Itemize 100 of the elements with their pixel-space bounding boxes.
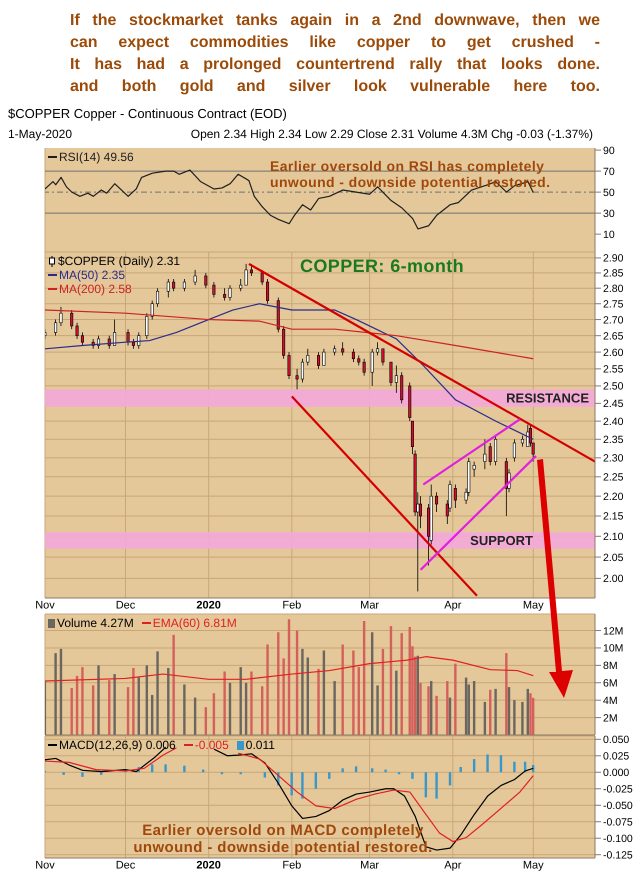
legend-label: $COPPER (Daily) 2.31 xyxy=(57,254,180,268)
line-series xyxy=(45,656,534,682)
bar xyxy=(132,668,135,735)
bar xyxy=(277,632,280,735)
y-tick-label: 6M xyxy=(603,677,618,690)
x-tick-label: Nov xyxy=(35,859,56,872)
y-tick-label: -0.075 xyxy=(603,816,633,828)
bar xyxy=(108,680,110,735)
bar xyxy=(460,766,462,772)
candlestick xyxy=(333,345,336,356)
y-tick-label: 2.20 xyxy=(603,490,624,503)
candlestick xyxy=(317,352,320,370)
candlestick xyxy=(322,348,326,366)
candlestick xyxy=(212,282,216,298)
candlestick xyxy=(228,284,232,301)
bar xyxy=(164,764,167,772)
y-tick-label: 2.85 xyxy=(603,268,624,280)
bar xyxy=(202,770,204,772)
x-tick-label: Feb xyxy=(282,599,302,612)
legend-label: Volume 4.27M xyxy=(56,616,134,630)
candlestick xyxy=(341,342,344,356)
y-tick-label: 2.05 xyxy=(603,552,624,564)
candlestick xyxy=(370,348,374,386)
bar xyxy=(250,671,253,735)
legend-label: MA(200) 2.58 xyxy=(58,282,133,296)
bar xyxy=(264,772,266,778)
bar xyxy=(400,633,403,735)
bar xyxy=(472,681,476,735)
candlestick xyxy=(381,348,384,366)
bar xyxy=(526,688,529,735)
bar xyxy=(446,681,449,735)
bar xyxy=(416,656,419,735)
y-tick-label: 2.75 xyxy=(603,298,624,310)
bar xyxy=(183,684,186,735)
candlestick xyxy=(250,263,253,276)
y-tick-label: 0.000 xyxy=(603,767,630,779)
bar xyxy=(167,668,170,735)
candlestick xyxy=(223,288,226,301)
legend-label: MA(50) 2.35 xyxy=(58,268,126,282)
y-tick-label: 2.70 xyxy=(603,314,624,326)
bar xyxy=(411,772,414,779)
candlestick xyxy=(389,362,392,386)
legend-label: MACD(12,26,9) 0.006 xyxy=(58,738,176,752)
y-tick-label: 2.65 xyxy=(603,330,624,342)
candlestick xyxy=(512,438,516,462)
bar xyxy=(260,686,264,735)
y-tick-label: 10 xyxy=(603,228,615,241)
candlestick xyxy=(204,272,208,289)
candlestick xyxy=(137,332,140,350)
candlestick xyxy=(266,278,270,304)
bar xyxy=(183,766,186,772)
bar xyxy=(194,698,196,735)
y-tick-label: 2.35 xyxy=(603,434,624,446)
bar xyxy=(376,685,379,735)
chart-subtitle: $COPPER Copper - Continuous Contract (EOD) xyxy=(8,106,287,121)
bar xyxy=(489,690,492,735)
candlestick xyxy=(182,278,186,292)
text: 1-May-2020 xyxy=(8,127,72,141)
legend-label: 0.011 xyxy=(244,738,275,752)
y-tick-label: 2.50 xyxy=(603,380,624,393)
candlestick xyxy=(76,322,79,340)
candlestick xyxy=(483,438,486,470)
y-tick-label: -0.050 xyxy=(603,800,633,812)
candlestick xyxy=(172,278,176,292)
y-tick-label: 0.050 xyxy=(603,734,630,746)
bar xyxy=(290,772,293,796)
bar xyxy=(513,762,516,772)
x-tick-label: 2020 xyxy=(196,859,221,872)
candlestick xyxy=(166,278,170,298)
bar xyxy=(382,648,384,735)
candlestick xyxy=(488,442,492,466)
bar xyxy=(532,765,534,772)
candlestick xyxy=(435,492,438,512)
bar xyxy=(505,653,508,735)
y-tick-label: 70 xyxy=(603,166,615,178)
candlestick xyxy=(260,270,264,286)
text: Open 2.34 High 2.34 Low 2.29 Close 2.31 Volume 4.3M Chg -0.03 (-1.37%) xyxy=(190,127,593,141)
bar xyxy=(172,634,175,735)
x-tick-label: May xyxy=(522,599,544,612)
bar xyxy=(494,688,497,735)
candlestick xyxy=(244,263,248,286)
x-tick-label: May xyxy=(522,859,544,872)
bar xyxy=(384,770,387,772)
y-tick-label: 2.45 xyxy=(603,398,624,410)
annotation: Earlier oversold on RSI has completely unwound - downside potential restored. xyxy=(270,158,552,190)
y-tick-label: 12M xyxy=(603,625,624,638)
y-tick-label: 2M xyxy=(603,712,618,724)
y-tick-label: 2.25 xyxy=(603,472,624,484)
candlestick xyxy=(394,365,398,394)
y-tick-label: 4M xyxy=(603,694,618,707)
bar xyxy=(484,702,486,735)
bar xyxy=(435,772,438,799)
candlestick xyxy=(126,328,130,346)
bar xyxy=(92,685,94,735)
bar xyxy=(76,676,78,735)
candlestick xyxy=(132,338,135,350)
x-tick-label: Apr xyxy=(444,859,462,872)
y-tick-label: -0.100 xyxy=(603,832,633,845)
candlestick xyxy=(362,358,366,376)
bar xyxy=(362,620,366,735)
